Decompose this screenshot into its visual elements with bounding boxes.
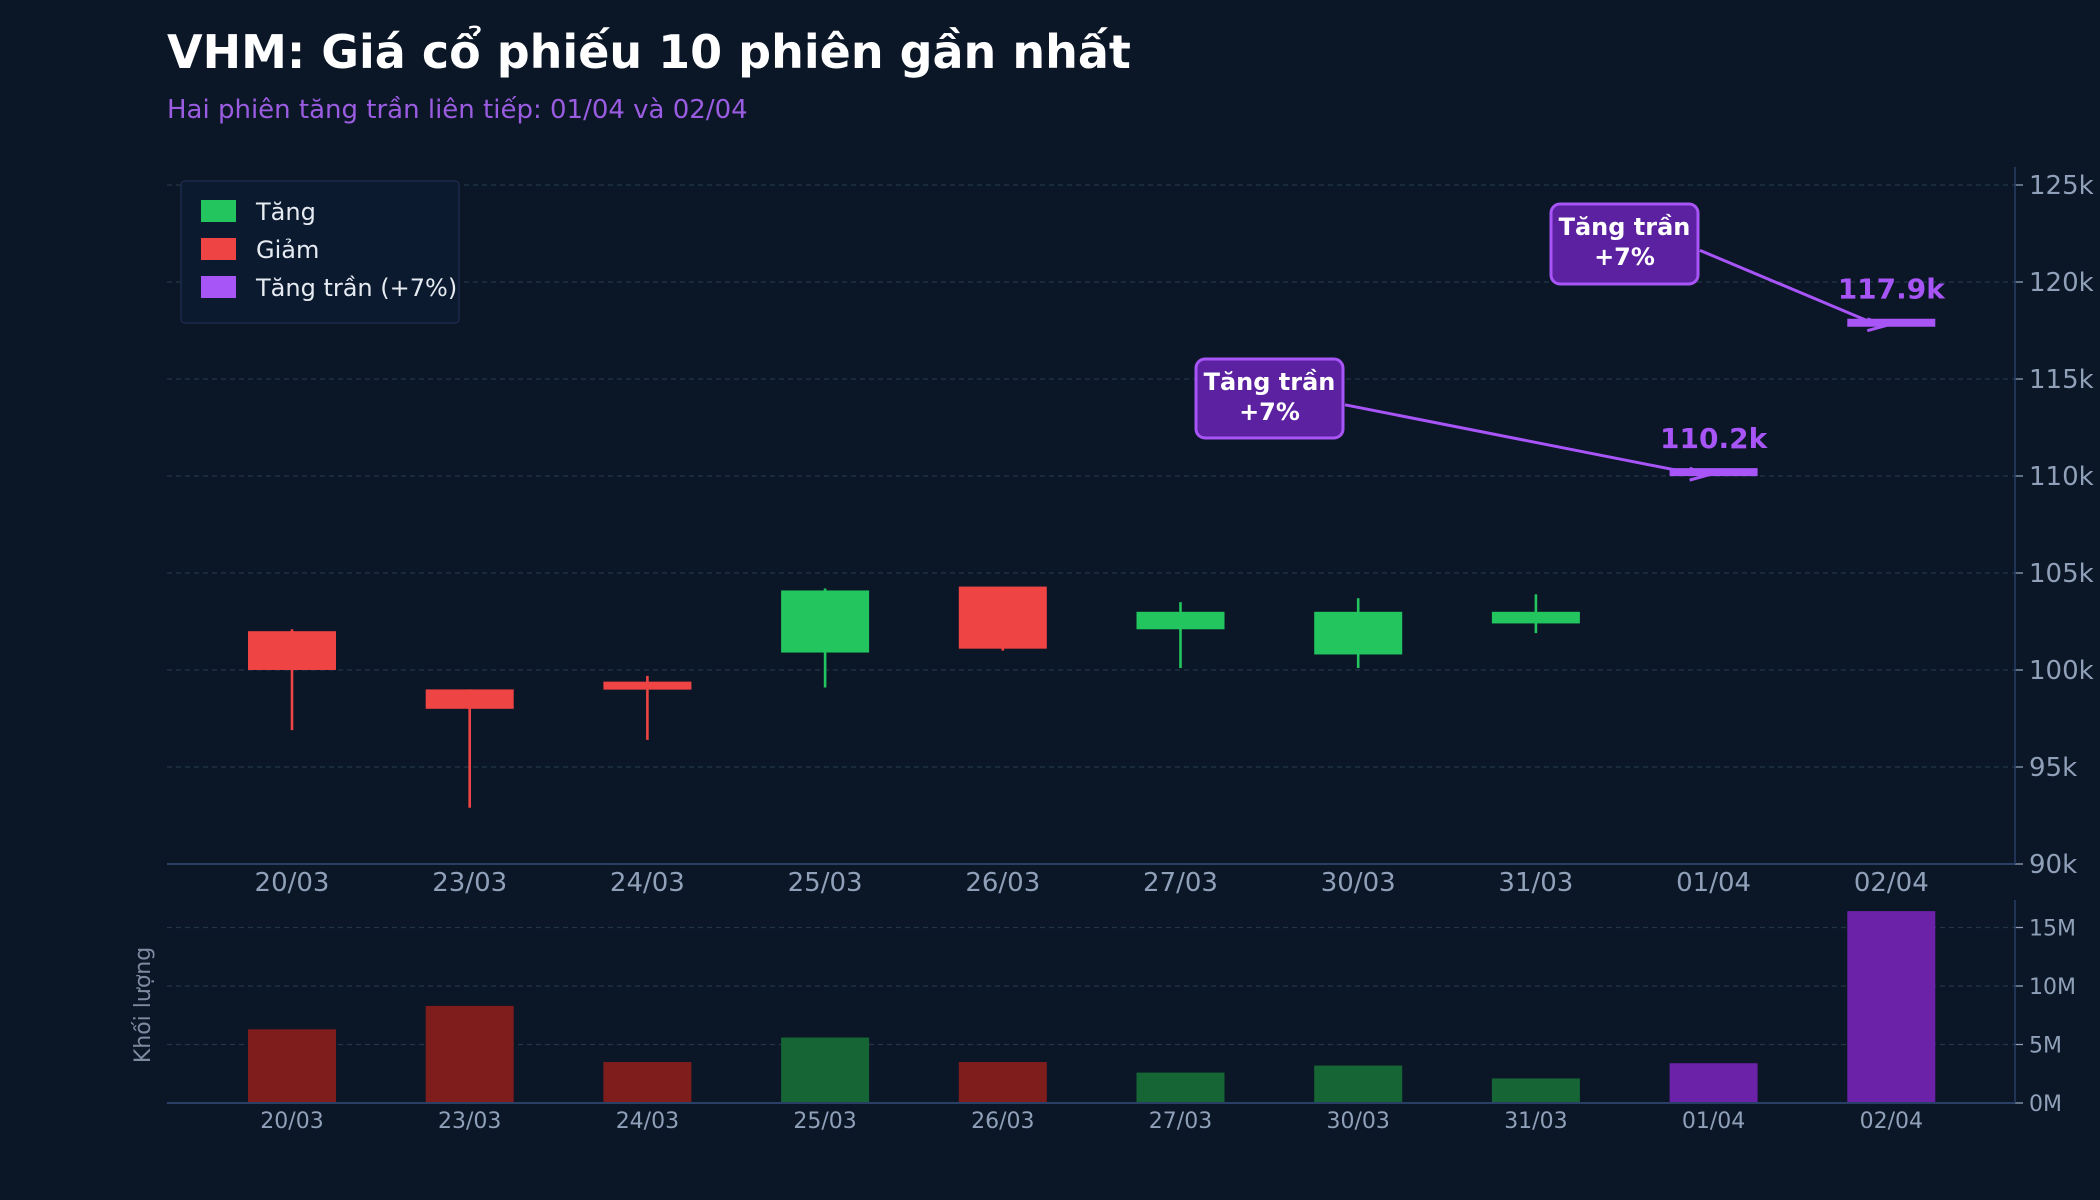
ceiling-annotation: Tăng trần+7% 117.9k bbox=[1549, 202, 1947, 333]
candle-body bbox=[603, 681, 692, 690]
x-tick-label: 24/03 bbox=[610, 868, 685, 898]
y-tick-label: 105k bbox=[2029, 559, 2094, 589]
annotation-text-line2: +7% bbox=[1239, 398, 1300, 426]
x-tick-label: 31/03 bbox=[1498, 868, 1573, 898]
annotation-text-line2: +7% bbox=[1594, 243, 1655, 271]
ceiling-annotation: Tăng trần+7% 110.2k bbox=[1194, 357, 1769, 482]
x-tick-label: 02/04 bbox=[1854, 868, 1929, 898]
candle-body bbox=[425, 689, 514, 709]
volume-bar bbox=[781, 1037, 870, 1103]
y-tick-label: 120k bbox=[2029, 268, 2094, 298]
volume-tick-label: 15M bbox=[2029, 917, 2076, 942]
volume-bar bbox=[1669, 1063, 1758, 1103]
candle-body bbox=[1136, 611, 1225, 630]
x-tick-label: 23/03 bbox=[432, 868, 507, 898]
value-label: 110.2k bbox=[1660, 422, 1769, 455]
legend-swatch bbox=[201, 276, 236, 298]
volume-x-label: 23/03 bbox=[438, 1109, 501, 1134]
volume-bar bbox=[603, 1062, 692, 1103]
legend-box bbox=[180, 180, 460, 324]
candle-body bbox=[1847, 318, 1936, 327]
candle-body bbox=[1491, 611, 1580, 624]
volume-bar bbox=[248, 1029, 336, 1103]
volume-x-label: 24/03 bbox=[616, 1109, 679, 1134]
annotation-arrow bbox=[1699, 249, 1880, 328]
legend-label: Tăng trần (+7%) bbox=[255, 274, 457, 302]
legend-label: Giảm bbox=[256, 236, 319, 264]
volume-bar bbox=[1491, 1078, 1580, 1103]
y-tick-label: 95k bbox=[2029, 753, 2077, 783]
candle-27-03 bbox=[1136, 602, 1225, 669]
annotation-arrow bbox=[1344, 403, 1702, 477]
candle-body bbox=[1314, 611, 1403, 655]
volume-bar bbox=[425, 1005, 514, 1103]
volume-tick-label: 5M bbox=[2029, 1034, 2062, 1059]
y-tick-label: 115k bbox=[2029, 365, 2094, 395]
volume-x-label: 01/04 bbox=[1682, 1109, 1745, 1134]
volume-x-label: 25/03 bbox=[793, 1109, 856, 1134]
candle-30-03 bbox=[1314, 598, 1403, 669]
x-tick-label: 20/03 bbox=[255, 868, 330, 898]
y-tick-label: 125k bbox=[2029, 171, 2094, 201]
arrow-head-icon bbox=[1866, 317, 1891, 333]
volume-panel: 0M 5M 10M 15M 20/03 23/03 24/03 25/03 26/03 27/03… bbox=[131, 900, 2076, 1134]
volume-tick-label: 0M bbox=[2029, 1092, 2062, 1117]
y-tick-label: 100k bbox=[2029, 656, 2094, 686]
candle-31-03 bbox=[1491, 594, 1580, 634]
y-tick-label: 90k bbox=[2029, 850, 2077, 880]
annotation-box bbox=[1549, 202, 1700, 286]
arrow-head-icon bbox=[1689, 466, 1713, 482]
candle-01-04 bbox=[1669, 468, 1758, 477]
volume-x-label: 27/03 bbox=[1149, 1109, 1212, 1134]
annotation-box bbox=[1194, 357, 1345, 440]
candle-body bbox=[248, 631, 336, 670]
x-tick-label: 27/03 bbox=[1143, 868, 1218, 898]
x-tick-label: 26/03 bbox=[965, 868, 1040, 898]
candle-body bbox=[781, 590, 870, 653]
volume-bar bbox=[1314, 1065, 1403, 1103]
candles bbox=[248, 318, 1936, 808]
volume-x-label: 26/03 bbox=[971, 1109, 1034, 1134]
x-tick-label: 01/04 bbox=[1676, 868, 1751, 898]
price-x-ticks: 20/03 23/03 24/03 25/03 26/03 27/03 30/03 31/03… bbox=[255, 868, 1929, 898]
volume-x-label: 02/04 bbox=[1860, 1109, 1923, 1134]
y-tick-label: 110k bbox=[2029, 462, 2094, 492]
candle-02-04 bbox=[1847, 318, 1936, 327]
candle-25-03 bbox=[781, 588, 870, 688]
candle-20-03 bbox=[248, 629, 336, 731]
legend-label: Tăng bbox=[255, 198, 316, 226]
volume-x-label: 31/03 bbox=[1504, 1109, 1567, 1134]
chart-title: VHM: Giá cổ phiếu 10 phiên gần nhất bbox=[167, 25, 1131, 79]
volume-bar bbox=[1136, 1072, 1225, 1103]
annotation-text-line1: Tăng trần bbox=[1559, 213, 1691, 241]
legend-swatch bbox=[201, 238, 236, 260]
legend: Tăng Giảm Tăng trần (+7%) bbox=[180, 180, 460, 324]
candle-body bbox=[958, 586, 1047, 649]
value-label: 117.9k bbox=[1838, 273, 1947, 306]
candle-body bbox=[1669, 468, 1758, 477]
chart-subtitle: Hai phiên tăng trần liên tiếp: 01/04 và … bbox=[167, 95, 748, 125]
volume-tick-label: 10M bbox=[2029, 975, 2076, 1000]
price-grid: 90k 95k 100k 105k 110k 115k 120k 125k bbox=[167, 167, 2094, 880]
x-tick-label: 30/03 bbox=[1321, 868, 1396, 898]
volume-axis-label: Khối lượng bbox=[131, 947, 156, 1063]
candle-23-03 bbox=[425, 689, 514, 808]
annotation-text-line1: Tăng trần bbox=[1204, 368, 1336, 396]
candle-26-03 bbox=[958, 586, 1047, 651]
legend-swatch bbox=[201, 200, 236, 222]
volume-bar bbox=[1847, 911, 1936, 1103]
volume-bar bbox=[958, 1062, 1047, 1103]
x-tick-label: 25/03 bbox=[788, 868, 863, 898]
volume-x-label: 30/03 bbox=[1326, 1109, 1389, 1134]
volume-x-label: 20/03 bbox=[260, 1109, 323, 1134]
candle-24-03 bbox=[603, 675, 692, 740]
